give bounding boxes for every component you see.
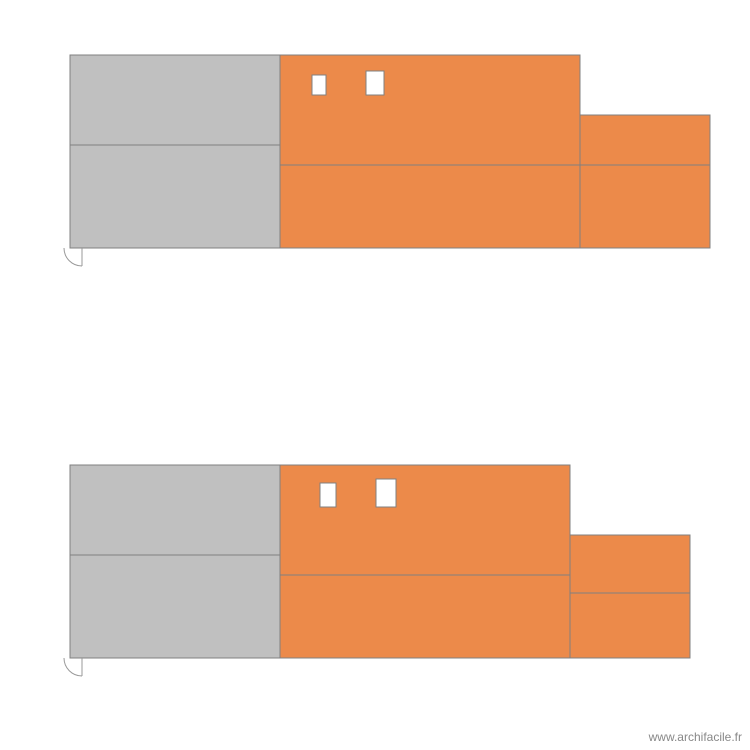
floorplan-canvas [0, 0, 750, 750]
elevation-bottom [64, 465, 690, 676]
window-1 [312, 75, 326, 95]
watermark-text: www.archifacile.fr [649, 730, 742, 744]
elevation-top [64, 55, 710, 266]
window-1 [320, 483, 336, 507]
orange-side-bot [570, 593, 690, 658]
window-2 [366, 71, 384, 95]
orange-side-bot [580, 165, 710, 248]
orange-main-bot [280, 575, 570, 658]
orange-main-bot [280, 165, 580, 248]
orange-main-top [280, 465, 570, 575]
gray-top-left [70, 465, 280, 555]
gray-top-left [70, 55, 280, 145]
window-2 [376, 479, 396, 507]
orange-side-top [570, 535, 690, 593]
door-arc [64, 248, 82, 266]
door-arc [64, 658, 82, 676]
gray-bottom-left [70, 555, 280, 658]
gray-bottom-left [70, 145, 280, 248]
orange-main-top [280, 55, 580, 165]
orange-side-top [580, 115, 710, 165]
